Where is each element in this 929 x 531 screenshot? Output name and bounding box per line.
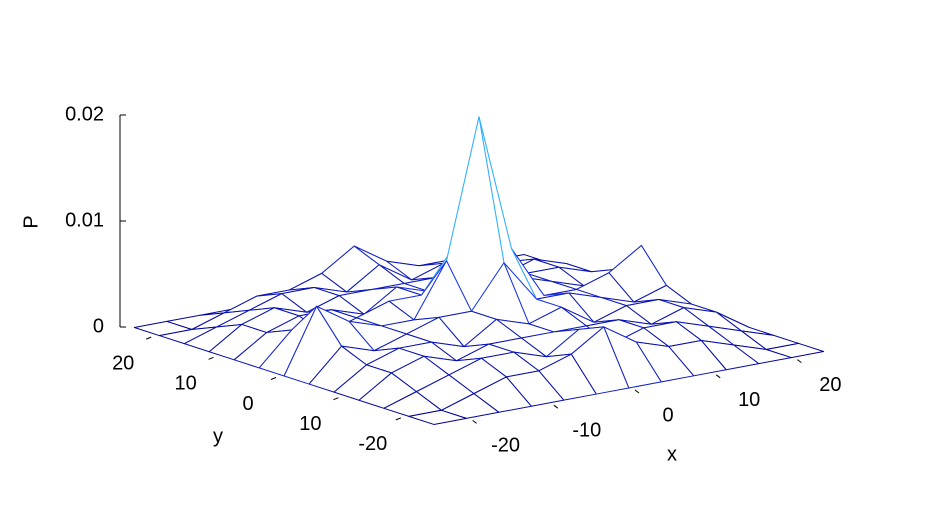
z-axis-label: P: [20, 215, 42, 228]
y-tick: [208, 356, 214, 360]
y-tick: [146, 336, 152, 340]
y-tick: [270, 377, 277, 380]
y-tick: [395, 417, 401, 421]
z-tick-label: 0.01: [65, 209, 104, 231]
z-tick-label: 0.02: [65, 103, 104, 125]
x-tick: [715, 374, 721, 379]
y-tick: [333, 397, 339, 401]
y-tick-label: 10: [299, 413, 321, 435]
x-tick: [553, 404, 559, 409]
y-tick-label: 20: [112, 352, 134, 374]
x-tick-label: -10: [572, 419, 601, 441]
x-tick-label: -20: [491, 435, 520, 457]
y-tick-label: -20: [358, 433, 387, 455]
y-axis-label: y: [213, 425, 223, 447]
y-tick-label: 10: [174, 373, 196, 395]
x-tick: [472, 419, 477, 424]
mesh-cell: [408, 409, 467, 425]
x-tick-label: 10: [738, 389, 760, 411]
x-tick: [634, 389, 640, 394]
x-tick-label: 0: [662, 404, 673, 426]
z-tick-label: 0: [93, 315, 104, 337]
x-tick: [797, 359, 802, 364]
x-axis-label: x: [667, 443, 677, 465]
y-tick-label: 0: [242, 393, 253, 415]
x-tick-label: 20: [819, 374, 841, 396]
